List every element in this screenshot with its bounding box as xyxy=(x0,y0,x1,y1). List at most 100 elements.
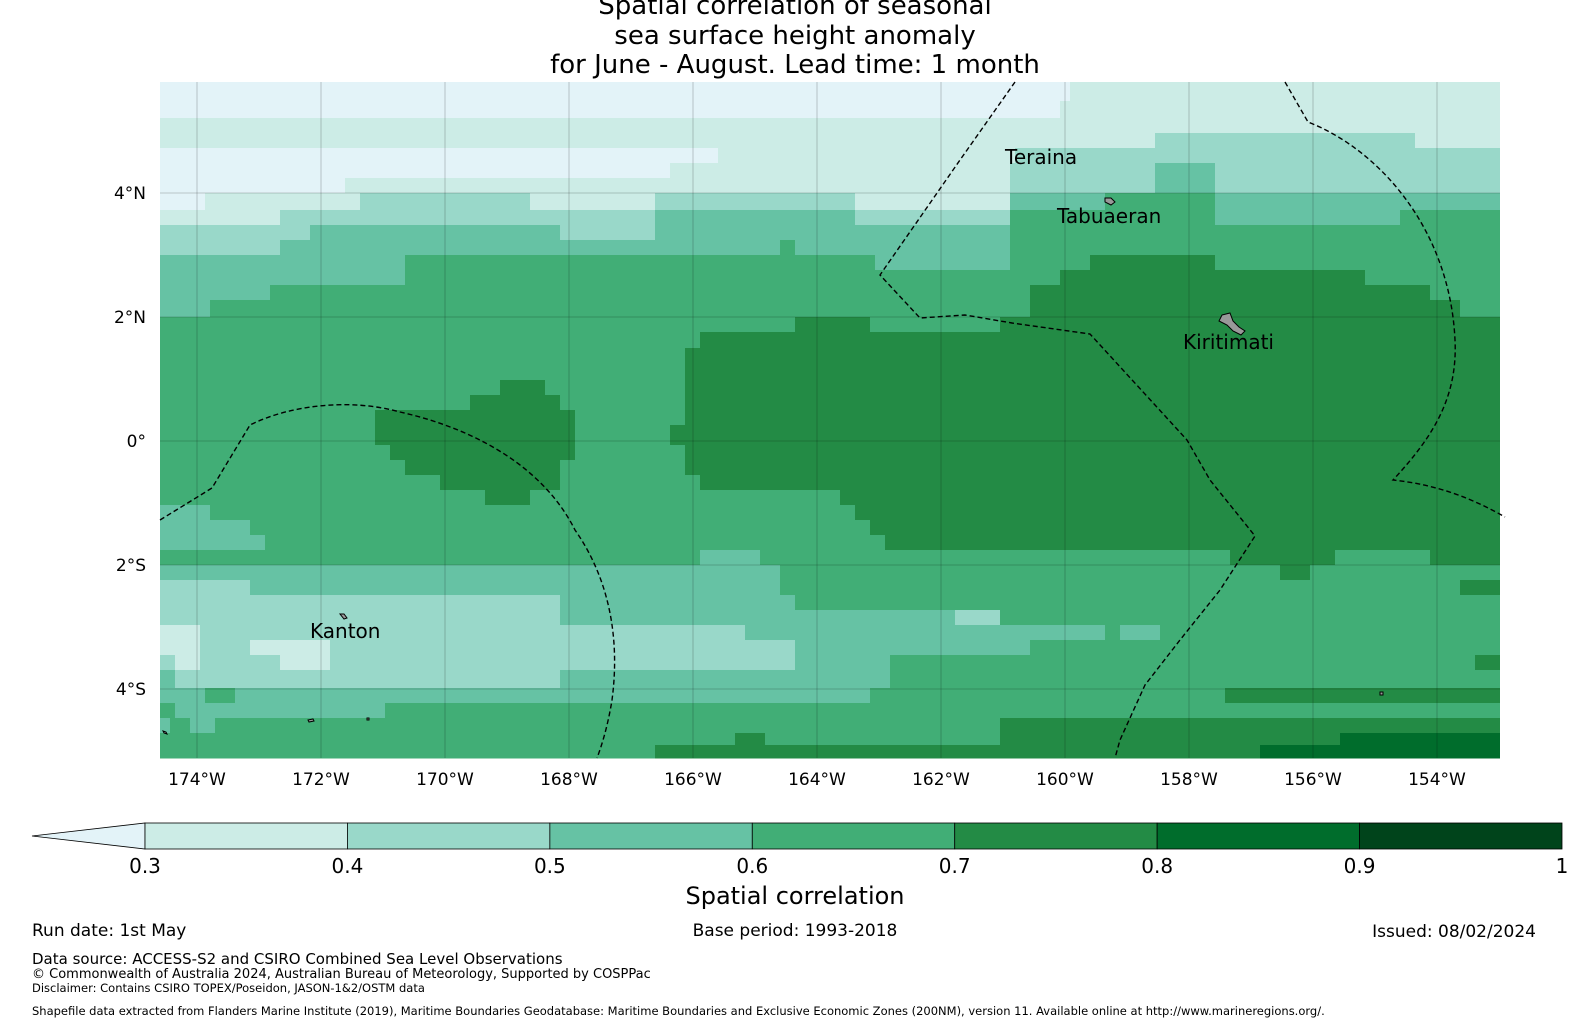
colorbar-tick-label: 0.8 xyxy=(1141,854,1173,878)
correlation-cell xyxy=(160,348,685,381)
colorbar-segment xyxy=(954,822,1158,850)
correlation-cell xyxy=(1030,640,1500,656)
place-labels: Teraina Tabuaeran Kiritimati Kanton xyxy=(310,145,1274,643)
longitude-label: 164°W xyxy=(788,770,846,790)
correlation-cell xyxy=(830,475,1500,491)
correlation-cell xyxy=(685,348,1500,381)
latitude-label: 2°N xyxy=(114,308,146,328)
correlation-cell xyxy=(250,520,870,536)
correlation-cell xyxy=(280,655,330,671)
correlation-cell xyxy=(575,425,670,446)
longitude-label: 160°W xyxy=(1036,770,1094,790)
small-island-2 xyxy=(366,717,370,721)
correlation-cell xyxy=(795,317,870,333)
correlation-cell xyxy=(1000,317,1500,333)
correlation-cell xyxy=(875,255,1010,271)
correlation-cell xyxy=(160,460,405,476)
title-line-3: for June - August. Lead time: 1 month xyxy=(550,50,1040,80)
correlation-cell xyxy=(840,490,1500,506)
label-teraina: Teraina xyxy=(1004,145,1077,169)
latitude-axis-labels: 4°N 2°N 0° 2°S 4°S xyxy=(114,184,146,700)
data-source: Data source: ACCESS-S2 and CSIRO Combine… xyxy=(32,950,563,968)
correlation-cell xyxy=(1400,210,1500,226)
colorbar-segment xyxy=(1359,822,1563,850)
correlation-cell xyxy=(560,460,685,476)
shapefile-credit: Shapefile data extracted from Flanders M… xyxy=(32,1004,1325,1018)
correlation-cell xyxy=(160,610,560,626)
correlation-cell xyxy=(160,505,210,521)
correlation-cell xyxy=(640,565,780,581)
correlation-cell xyxy=(1105,625,1120,641)
correlation-cell xyxy=(175,655,200,671)
base-period: Base period: 1993-2018 xyxy=(692,921,898,941)
correlation-cell xyxy=(1430,285,1500,301)
eez-boundary-phoenix xyxy=(159,404,616,759)
correlation-cell xyxy=(1120,625,1160,641)
title-line-2: sea surface height anomaly xyxy=(614,20,976,51)
correlation-cell xyxy=(160,118,1300,134)
correlation-cell xyxy=(870,317,920,333)
colorbar-tick-label: 0.6 xyxy=(736,854,768,878)
correlation-cell xyxy=(200,565,640,581)
correlation-cell xyxy=(500,380,545,396)
correlation-cell xyxy=(160,193,205,211)
correlation-cell xyxy=(560,210,655,226)
correlation-cell xyxy=(160,655,175,671)
label-kanton: Kanton xyxy=(310,619,380,643)
correlation-cell xyxy=(1010,240,1500,256)
gridlines xyxy=(160,82,1500,758)
correlation-cell xyxy=(215,718,465,734)
longitude-label: 166°W xyxy=(664,770,722,790)
correlation-cell xyxy=(700,475,830,491)
correlation-cell xyxy=(1215,178,1500,194)
correlation-cell xyxy=(440,475,560,491)
correlation-cell xyxy=(1365,270,1500,286)
correlation-cell xyxy=(1090,255,1215,271)
correlation-cell xyxy=(955,610,1000,626)
correlation-cell xyxy=(560,595,795,611)
tabuaeran-island xyxy=(1104,197,1116,206)
run-date: Run date: 1st May xyxy=(32,921,187,941)
correlation-cell xyxy=(1300,118,1500,134)
correlation-cell xyxy=(1155,133,1415,149)
longitude-label: 158°W xyxy=(1160,770,1218,790)
correlation-cell xyxy=(160,270,405,286)
colorbar-segment xyxy=(549,822,753,850)
correlation-cell xyxy=(170,718,190,734)
correlation-cell xyxy=(765,733,1000,746)
correlation-cell xyxy=(855,210,955,226)
correlation-cell xyxy=(210,505,840,521)
correlation-cell xyxy=(200,655,280,671)
correlation-cell xyxy=(160,133,1155,149)
correlation-cell xyxy=(265,535,885,551)
correlation-cell xyxy=(1010,178,1155,194)
correlation-cell xyxy=(1330,718,1500,734)
correlation-cell xyxy=(250,580,780,596)
correlation-cell xyxy=(1060,270,1365,286)
correlation-cell xyxy=(280,210,560,226)
correlation-cell xyxy=(780,580,1460,596)
correlation-field xyxy=(160,82,1500,759)
correlation-cell xyxy=(1475,655,1500,671)
latitude-label: 4°S xyxy=(116,680,146,700)
correlation-cell xyxy=(345,178,1010,194)
correlation-cell xyxy=(1215,163,1500,179)
islands xyxy=(162,197,1384,735)
correlation-cell xyxy=(390,445,575,461)
correlation-cell xyxy=(1225,688,1500,704)
correlation-cell xyxy=(175,703,385,719)
longitude-label: 162°W xyxy=(912,770,970,790)
colorbar-segment xyxy=(144,822,348,850)
correlation-cell xyxy=(200,640,250,656)
correlation-cell xyxy=(700,550,760,566)
correlation-cell xyxy=(160,285,270,301)
correlation-cell xyxy=(160,82,1070,102)
correlation-cell xyxy=(310,225,560,241)
kanton-island xyxy=(338,613,348,620)
correlation-cell xyxy=(1155,148,1500,164)
correlation-cell xyxy=(735,733,765,746)
correlation-cell xyxy=(920,317,1000,333)
longitude-axis-labels: 174°W 172°W 170°W 168°W 166°W 164°W 162°W 160°W… xyxy=(168,770,1466,790)
correlation-cell xyxy=(160,332,700,349)
correlation-cell xyxy=(685,395,1500,411)
